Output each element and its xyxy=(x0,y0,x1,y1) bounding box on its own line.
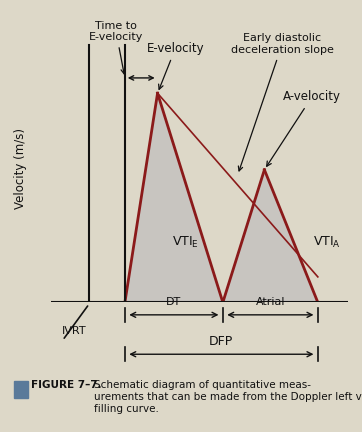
Text: Velocity (m/s): Velocity (m/s) xyxy=(14,128,28,209)
Bar xyxy=(14,381,28,398)
Text: Early diastolic
deceleration slope: Early diastolic deceleration slope xyxy=(231,33,334,171)
Polygon shape xyxy=(125,93,223,302)
Text: E-velocity: E-velocity xyxy=(147,42,204,89)
Text: DFP: DFP xyxy=(209,334,233,348)
Polygon shape xyxy=(223,170,318,302)
Text: VTI$_\mathrm{E}$: VTI$_\mathrm{E}$ xyxy=(172,235,199,251)
Text: IVRT: IVRT xyxy=(62,325,86,336)
Text: FIGURE 7–7.: FIGURE 7–7. xyxy=(31,380,102,391)
Text: Schematic diagram of quantitative meas-
urements that can be made from the Doppl: Schematic diagram of quantitative meas- … xyxy=(94,380,362,413)
Text: DT: DT xyxy=(166,297,181,307)
Text: VTI$_\mathrm{A}$: VTI$_\mathrm{A}$ xyxy=(313,235,341,251)
Text: A-velocity: A-velocity xyxy=(267,90,341,166)
Text: Atrial: Atrial xyxy=(256,297,285,307)
Text: Time to
E-velocity: Time to E-velocity xyxy=(89,21,143,74)
